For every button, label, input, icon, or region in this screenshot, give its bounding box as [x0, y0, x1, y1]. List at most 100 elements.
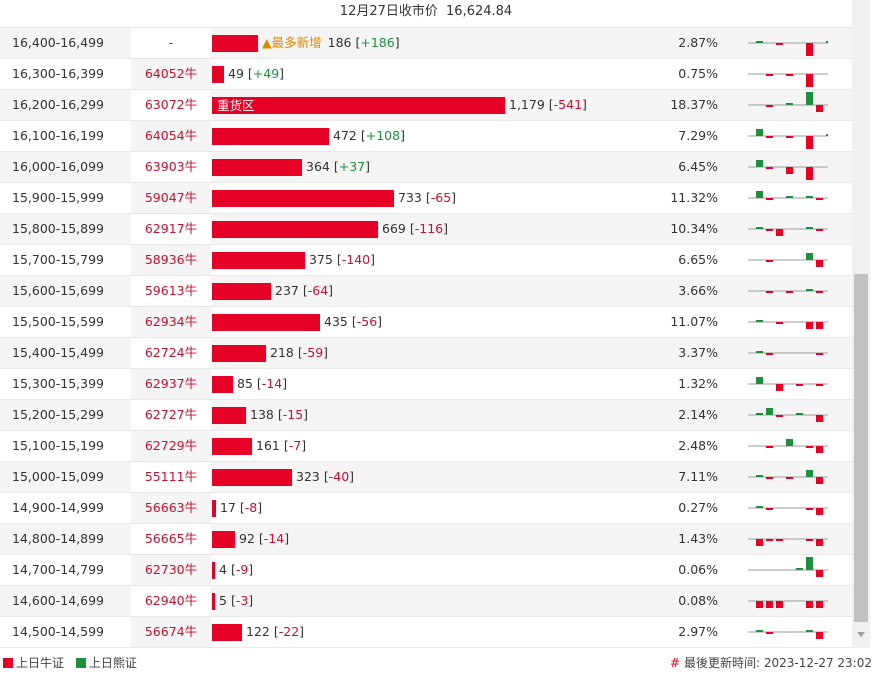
volume-bar: [212, 624, 242, 641]
volume-bar: [212, 252, 305, 269]
volume-change: +49: [252, 66, 280, 81]
volume-label: 122 [-22]: [246, 624, 305, 639]
table-row: 14,500-14,599 56674牛 122 [-22] 2.97%: [0, 617, 852, 648]
previous-day-count: 62937牛: [131, 369, 211, 399]
table-row: 15,700-15,799 58936牛 375 [-140] 6.65%: [0, 245, 852, 276]
sparkline-bull-bar: [766, 136, 773, 138]
distribution-table: 12月27日收市价 16,624.84 16,400-16,499 - ▲最多新增 1…: [0, 4, 852, 648]
volume-label: 85 [-14]: [237, 376, 288, 391]
scrollbar-thumb[interactable]: [854, 274, 868, 622]
table-row: 16,300-16,399 64052牛 49 [+49] 0.75%: [0, 59, 852, 90]
volume-bar-cell: 435 [-56]: [212, 307, 652, 337]
volume-value: 1,179: [509, 97, 549, 112]
volume-label: 669 [-116]: [382, 221, 448, 236]
price-range: 15,100-15,199: [12, 438, 104, 453]
previous-day-count: 62934牛: [131, 307, 211, 337]
sparkline-bull-bar: [816, 477, 823, 484]
percentage: 18.37%: [670, 97, 718, 112]
volume-bar: [212, 562, 215, 579]
sparkline-bull-bar: [786, 136, 793, 138]
sparkline-bull-bar: [766, 539, 773, 541]
trend-sparkline: [748, 253, 828, 267]
price-range: 16,000-16,099: [12, 159, 104, 174]
sparkline-bull-bar: [816, 260, 823, 267]
percentage: 2.87%: [678, 35, 718, 50]
volume-change: -56: [356, 314, 378, 329]
trend-sparkline: [748, 377, 828, 391]
trend-sparkline: [748, 557, 828, 577]
volume-change: -59: [302, 345, 324, 360]
sparkline-bull-bar: [796, 384, 803, 386]
table-row: 15,400-15,499 62724牛 218 [-59] 3.37%: [0, 338, 852, 369]
sparkline-bear-bar: [786, 196, 793, 198]
volume-bar-cell: 122 [-22]: [212, 617, 652, 647]
percentage: 2.48%: [678, 438, 718, 453]
price-range: 15,000-15,099: [12, 469, 104, 484]
sparkline-bull-bar: [806, 74, 813, 87]
trend-sparkline: [748, 600, 828, 608]
sparkline-bear-bar: [756, 41, 763, 43]
volume-label: 237 [-64]: [275, 283, 334, 298]
sparkline-bear-bar: [796, 568, 803, 570]
volume-bar-cell: 85 [-14]: [212, 369, 652, 399]
trend-sparkline: [748, 92, 828, 112]
sparkline-bull-bar: [816, 322, 823, 329]
previous-day-count: 58936牛: [131, 245, 211, 275]
volume-label: 435 [-56]: [324, 314, 383, 329]
sparkline-bull-bar: [806, 508, 813, 510]
volume-change: +186: [360, 35, 395, 50]
volume-bar: [212, 593, 215, 610]
volume-label: 161 [-7]: [256, 438, 307, 453]
sparkline-bear-bar: [806, 630, 813, 632]
sparkline-bull-bar: [816, 415, 823, 422]
vertical-scrollbar[interactable]: [852, 0, 870, 648]
previous-day-count: 59613牛: [131, 276, 211, 306]
previous-day-count: 59047牛: [131, 183, 211, 213]
sparkline-bear-bar: [806, 289, 813, 291]
sparkline-bear-bar: [826, 134, 828, 136]
sparkline-bear-bar: [806, 470, 813, 477]
volume-bar: [212, 128, 329, 145]
volume-value: 375: [309, 252, 337, 267]
price-range: 14,700-14,799: [12, 562, 104, 577]
volume-value: 323: [296, 469, 324, 484]
volume-value: 92: [239, 531, 259, 546]
volume-label: 472 [+108]: [333, 128, 405, 143]
volume-bar: [212, 407, 246, 424]
trend-sparkline: [748, 506, 828, 515]
previous-day-count: 56674牛: [131, 617, 211, 647]
previous-day-count: 64054牛: [131, 121, 211, 151]
volume-change: -7: [288, 438, 302, 453]
volume-label: 17 [-8]: [220, 500, 263, 515]
volume-value: 364: [306, 159, 334, 174]
table-row: 15,300-15,399 62937牛 85 [-14] 1.32%: [0, 369, 852, 400]
volume-bar-cell: 364 [+37]: [212, 152, 652, 182]
price-range: 15,200-15,299: [12, 407, 104, 422]
volume-bar: [212, 190, 394, 207]
table-row: 15,800-15,899 62917牛 669 [-116] 10.34%: [0, 214, 852, 245]
volume-change: -14: [261, 376, 283, 391]
volume-change: -22: [278, 624, 300, 639]
hash-icon: #: [669, 656, 680, 670]
sparkline-bull-bar: [766, 74, 773, 76]
sparkline-bull-bar: [776, 322, 783, 324]
sparkline-bear-bar: [756, 320, 763, 322]
sparkline-bear-bar: [756, 227, 763, 229]
trend-sparkline: [748, 160, 828, 180]
sparkline-bull-bar: [786, 477, 793, 479]
sparkline-bull-bar: [816, 291, 823, 293]
footer: 上日牛证 上日熊证 # 最後更新時间: 2023-12-27 23:02: [0, 652, 875, 675]
scroll-down-arrow-icon[interactable]: [857, 632, 865, 637]
previous-day-count: 63072牛: [131, 90, 211, 120]
trend-sparkline: [748, 227, 828, 236]
volume-bar-cell: 17 [-8]: [212, 493, 652, 523]
sparkline-bear-bar: [796, 413, 803, 415]
volume-bar-cell: 5 [-3]: [212, 586, 652, 616]
volume-label: 323 [-40]: [296, 469, 355, 484]
volume-bar: 重货区: [212, 97, 505, 114]
volume-value: 237: [275, 283, 303, 298]
volume-bar-cell: 161 [-7]: [212, 431, 652, 461]
trend-sparkline: [748, 538, 828, 546]
volume-value: 186: [327, 35, 356, 50]
legend: 上日牛证 上日熊证: [3, 656, 137, 670]
